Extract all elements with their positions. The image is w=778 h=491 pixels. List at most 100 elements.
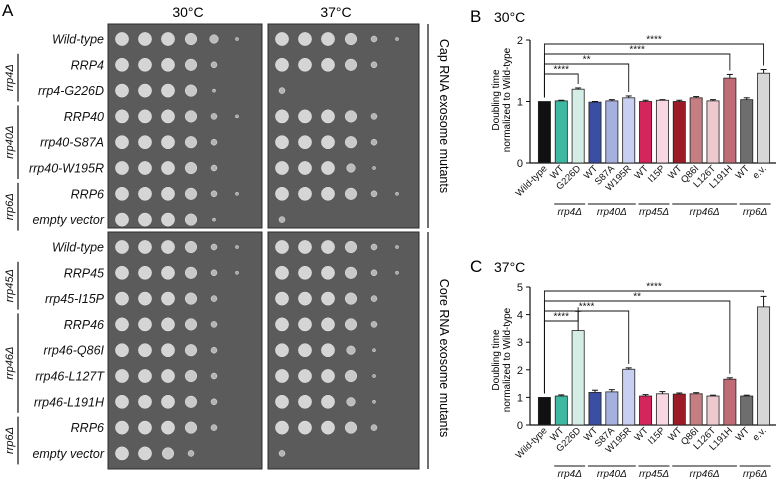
bar-q86i (689, 393, 703, 426)
yeast-spot (298, 317, 312, 332)
significance-label: **** (579, 302, 595, 313)
yeast-spot (275, 161, 289, 175)
bar-e-v- (757, 72, 771, 164)
bar-wt (740, 395, 754, 426)
yeast-spot (235, 245, 239, 249)
group-label: rrp45Δ (4, 269, 16, 302)
yeast-spot (370, 35, 378, 43)
plate-cap-37 (267, 23, 420, 229)
strain-label: RRP46 (64, 318, 104, 332)
yeast-spot (395, 245, 399, 249)
yeast-spot (138, 446, 152, 461)
y-tick-label: 0 (517, 420, 523, 432)
yeast-spot (235, 114, 239, 119)
panel-a-label: A (2, 1, 14, 20)
yeast-spot (372, 399, 376, 404)
yeast-spot (210, 372, 218, 380)
strain-label: empty vector (32, 213, 104, 227)
x-tick-label: e.v. (751, 163, 769, 181)
yeast-spot (321, 317, 335, 332)
bar-l191h (723, 77, 737, 164)
bar-wild-type (537, 396, 551, 426)
strain-label: Wild-type (52, 241, 104, 255)
yeast-spot (161, 265, 175, 280)
yeast-spot (138, 186, 152, 201)
yeast-spot (161, 291, 175, 306)
bar-q86i (689, 97, 703, 164)
bar-g226d (571, 88, 585, 164)
yeast-spot (161, 212, 175, 227)
yeast-spot (161, 32, 175, 46)
yeast-spot (138, 212, 152, 227)
yeast-spot (321, 135, 335, 150)
yeast-spot (278, 87, 286, 94)
yeast-spot (344, 266, 358, 279)
panel-c-title: 37°C (494, 259, 525, 275)
bar-wt (554, 395, 568, 426)
yeast-spot (298, 343, 312, 358)
yeast-spot (184, 32, 198, 46)
chart-c: 012345Wild-typeWTG226DWTS87AW195RWTI15PW… (514, 282, 776, 480)
yeast-spot (184, 213, 198, 226)
yeast-spot (395, 270, 399, 275)
yeast-spot (138, 291, 152, 306)
x-tick-label: e.v. (751, 425, 769, 443)
chart-b: 012Wild-typeWTG226DWTS87AW195RWTI15PWTQ8… (514, 35, 776, 218)
yeast-spot (210, 164, 218, 172)
strain-label: RRP6 (71, 187, 104, 201)
yeast-spot (115, 135, 129, 150)
bar-w195r (622, 368, 636, 426)
yeast-spot (321, 343, 335, 358)
yeast-spot (161, 447, 175, 460)
yeast-spot (298, 369, 312, 383)
strain-label: rrp46-Q86I (44, 344, 105, 358)
yeast-spot (138, 240, 152, 254)
yeast-spot (138, 83, 152, 98)
bar-l191h (723, 378, 737, 426)
yeast-spot (212, 217, 216, 222)
panel-b-title: 30°C (494, 9, 525, 25)
yeast-spot (321, 186, 335, 201)
strain-label: rrp4-G226D (38, 84, 104, 98)
plate-core-37 (267, 231, 420, 470)
chart-b-ylabel-line2: normalized to Wild-type (502, 47, 513, 152)
yeast-spot (370, 61, 378, 69)
yeast-spot (372, 348, 376, 353)
yeast-spot (138, 109, 152, 124)
yeast-spot (321, 369, 335, 383)
group-label: rrp46Δ (4, 347, 16, 380)
yeast-spot (184, 266, 198, 279)
y-tick-label: 2 (517, 365, 523, 377)
yeast-spot (370, 321, 378, 328)
yeast-spot (115, 186, 129, 201)
bar-wt (639, 395, 653, 426)
yeast-spot (115, 420, 129, 435)
yeast-spot (138, 369, 152, 383)
significance-label: **** (646, 35, 662, 46)
yeast-spot (161, 240, 175, 254)
y-tick-label: 5 (517, 282, 523, 294)
yeast-spot (275, 109, 289, 124)
yeast-spot (209, 34, 219, 44)
bar-wt (554, 100, 568, 164)
bar-wt (639, 101, 653, 164)
yeast-spot (161, 317, 175, 332)
yeast-spot (138, 265, 152, 280)
yeast-spot (161, 394, 175, 409)
yeast-spot (321, 161, 335, 175)
yeast-spot (115, 212, 129, 227)
yeast-spot (275, 291, 289, 306)
yeast-spot (372, 166, 376, 170)
group-label: rrp40Δ (597, 469, 627, 480)
temp-label-30: 30°C (172, 4, 203, 20)
yeast-spot (346, 397, 356, 407)
yeast-spot (184, 58, 198, 71)
yeast-spot (278, 216, 286, 223)
yeast-spot (278, 450, 286, 457)
cap-exosome-title: Cap RNA exosome mutants (437, 39, 451, 193)
panel-b-label: B (470, 7, 481, 26)
yeast-spot (210, 61, 218, 69)
y-tick-label: 1 (517, 392, 523, 404)
bar-i15p (655, 99, 669, 164)
bar-wt (672, 393, 686, 426)
